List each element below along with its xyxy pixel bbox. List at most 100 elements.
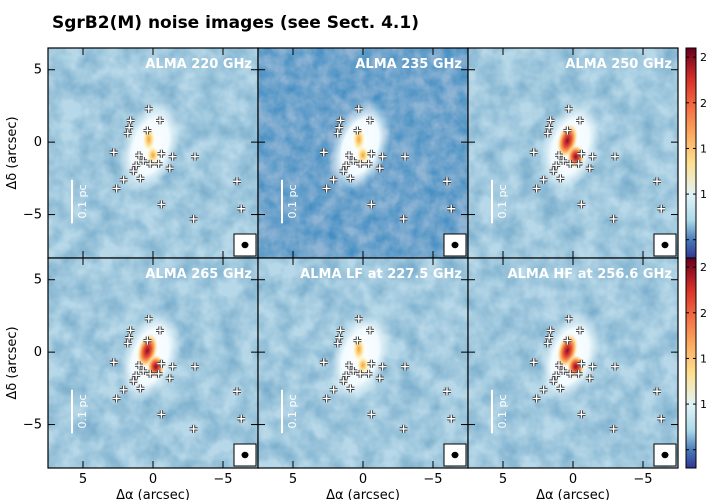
y-tick-label: −5 <box>23 418 42 433</box>
scale-bar-label: 0.1 pc <box>286 185 299 219</box>
source-marker <box>532 184 541 193</box>
panel: 0.1 pc ALMA 235 GHz <box>257 47 469 259</box>
source-marker <box>367 359 376 368</box>
source-marker <box>559 366 568 375</box>
source-marker <box>342 161 351 170</box>
source-marker <box>611 362 619 371</box>
source-marker <box>611 152 619 161</box>
y-tick-label: 0 <box>34 345 42 360</box>
panel: 0.1 pc ALMA 265 GHz 5 0 −5 5 0 −5 Δα (arcsec) Δδ … <box>5 257 259 500</box>
source-marker <box>342 371 351 380</box>
source-marker <box>191 362 199 371</box>
source-marker <box>156 326 164 335</box>
source-marker <box>146 369 155 378</box>
source-marker <box>189 424 198 433</box>
panel-grid: 0.1 pc ALMA 220 GHz 5 0 −5 Δδ (arcsec) 0.1 pc A… <box>5 47 679 500</box>
x-tick-label: 5 <box>79 472 87 487</box>
source-marker <box>367 410 376 419</box>
source-marker <box>139 156 148 165</box>
source-marker <box>447 204 456 213</box>
source-marker <box>375 374 384 383</box>
x-tick-label: 0 <box>569 472 577 487</box>
source-marker <box>443 387 451 396</box>
source-marker <box>349 156 358 165</box>
source-marker <box>119 385 128 394</box>
source-marker <box>546 116 555 125</box>
source-marker <box>447 414 456 423</box>
source-marker <box>336 326 345 335</box>
source-marker <box>129 377 138 386</box>
source-marker <box>165 164 174 173</box>
source-marker <box>585 164 594 173</box>
source-marker <box>529 358 538 367</box>
source-marker <box>585 374 594 383</box>
source-marker <box>564 104 573 113</box>
y-axis-label: Δδ (arcsec) <box>5 326 20 399</box>
colorbar-tick-label: 20 <box>700 97 706 110</box>
source-marker <box>146 159 155 168</box>
source-marker <box>657 204 666 213</box>
source-marker <box>112 394 121 403</box>
y-tick-label: 0 <box>34 135 42 150</box>
panel: 0.1 pc ALMA 250 GHz <box>467 47 679 259</box>
source-marker <box>157 200 166 209</box>
source-marker <box>339 167 348 176</box>
source-marker <box>543 339 552 348</box>
colorbar-tick-label: 15 <box>700 142 706 155</box>
source-marker <box>333 129 342 138</box>
source-marker <box>119 175 128 184</box>
x-axis-label: Δα (arcsec) <box>326 488 400 500</box>
source-marker <box>143 126 152 135</box>
source-marker <box>345 151 353 160</box>
y-tick-label: 5 <box>34 63 42 78</box>
source-marker <box>109 358 118 367</box>
source-marker <box>657 414 666 423</box>
x-axis-label: Δα (arcsec) <box>536 488 610 500</box>
source-marker <box>552 161 561 170</box>
noise-image: 0.1 pc ALMA 250 GHz <box>468 48 678 258</box>
source-marker <box>139 366 148 375</box>
scale-bar-label: 0.1 pc <box>496 185 509 219</box>
source-marker <box>157 359 166 368</box>
source-marker <box>336 116 345 125</box>
source-marker <box>189 214 198 223</box>
x-tick-label: 5 <box>499 472 507 487</box>
noise-image: 0.1 pc ALMA LF at 227.5 GHz <box>258 258 468 468</box>
x-tick-label: 0 <box>359 472 367 487</box>
source-marker <box>532 394 541 403</box>
source-marker <box>556 384 565 393</box>
source-marker <box>443 177 451 186</box>
source-marker <box>549 167 558 176</box>
beam-ellipse <box>241 451 249 459</box>
source-marker <box>123 129 132 138</box>
source-marker <box>346 174 355 183</box>
source-marker <box>144 314 153 323</box>
source-marker <box>564 314 573 323</box>
source-marker <box>354 104 363 113</box>
source-marker <box>378 152 387 161</box>
source-marker <box>354 314 363 323</box>
colorbar-tick-label: 25 <box>700 51 706 64</box>
source-marker <box>367 200 376 209</box>
source-marker <box>364 369 373 378</box>
scale-bar-label: 0.1 pc <box>286 395 299 429</box>
source-marker <box>653 387 661 396</box>
source-marker <box>378 362 387 371</box>
source-marker <box>546 326 555 335</box>
source-marker <box>366 116 374 125</box>
source-marker <box>577 149 586 158</box>
figure-title: SgrB2(M) noise images (see Sect. 4.1) <box>52 13 419 33</box>
source-marker <box>609 214 618 223</box>
noise-image: 0.1 pc ALMA HF at 256.6 GHz <box>468 258 678 468</box>
x-tick-label: −5 <box>633 472 652 487</box>
source-marker <box>154 159 163 168</box>
scale-bar-label: 0.1 pc <box>76 395 89 429</box>
source-marker <box>576 326 584 335</box>
source-marker <box>555 151 563 160</box>
beam-ellipse <box>241 241 249 249</box>
source-marker <box>136 384 145 393</box>
source-marker <box>109 148 118 157</box>
colorbar <box>685 257 697 469</box>
noise-image: 0.1 pc ALMA 265 GHz <box>48 258 258 468</box>
